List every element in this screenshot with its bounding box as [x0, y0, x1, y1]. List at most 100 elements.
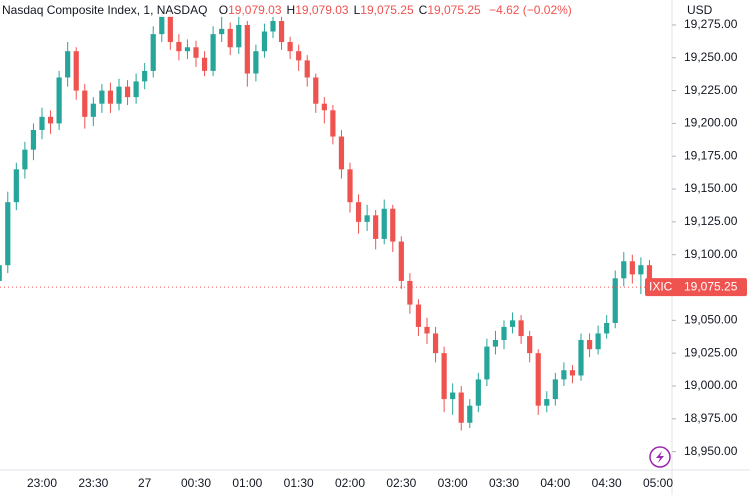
candle-body — [321, 103, 327, 111]
candle-body — [338, 136, 345, 170]
ohlc-legend: O19,079.03 H19,079.03 L19,075.25 C19,075.25 — [219, 3, 486, 17]
candle-body — [56, 77, 62, 124]
ohlc-key: L — [353, 3, 361, 17]
candle-body — [99, 90, 105, 104]
ohlc-value: 19,079.03 — [228, 3, 282, 17]
x-tick-label: 05:00 — [643, 476, 673, 490]
candle-body — [82, 90, 88, 117]
candle-body — [244, 24, 250, 74]
candle-body — [278, 21, 285, 43]
indicator-icon[interactable] — [649, 446, 671, 468]
plot-area — [0, 7, 661, 431]
y-tick-label: 19,025.00 — [684, 345, 738, 359]
y-tick-label: 19,275.00 — [684, 17, 738, 31]
candle-body — [407, 280, 413, 305]
candle-body — [561, 370, 567, 380]
candle-body — [227, 28, 233, 48]
ohlc-value: 19,079.03 — [295, 3, 349, 17]
ohlc-value: 19,075.25 — [427, 3, 481, 17]
candle-body — [509, 320, 516, 327]
candle-body — [150, 34, 156, 71]
candle-body — [518, 320, 524, 337]
candle-body — [107, 90, 114, 104]
candle-body — [304, 60, 310, 78]
ohlc-key: O — [218, 3, 229, 17]
x-tick-label: 02:00 — [335, 476, 365, 490]
candle-body — [90, 103, 96, 117]
y-tick-label: 19,000.00 — [684, 378, 738, 392]
y-tick-label: 19,050.00 — [684, 313, 738, 327]
y-tick-label: 18,975.00 — [684, 411, 738, 425]
candle-body — [13, 169, 19, 203]
candle-body — [116, 86, 122, 104]
candle-body — [638, 265, 644, 275]
candle-body — [595, 333, 601, 350]
candle-body — [492, 340, 499, 347]
candle-body — [355, 202, 362, 222]
change-label: −4.62 (−0.02%) — [489, 3, 572, 17]
candle-body — [124, 86, 131, 98]
candle-body — [193, 47, 199, 58]
candle-body — [133, 81, 139, 98]
y-tick-label: 19,150.00 — [684, 181, 738, 195]
candle-body — [0, 265, 2, 281]
ohlc-key: C — [418, 3, 428, 17]
candle-body — [184, 47, 191, 52]
x-tick-label: 23:00 — [27, 476, 57, 490]
candle-body — [621, 261, 627, 279]
y-tick-label: 19,250.00 — [684, 50, 738, 64]
candle-body — [330, 110, 336, 137]
candle-body — [30, 129, 37, 150]
candle-body — [159, 15, 165, 35]
last-price-tag — [645, 278, 747, 297]
candle-body — [552, 379, 558, 400]
ohlc-value: 19,075.25 — [360, 3, 414, 17]
candle-body — [210, 34, 216, 71]
candle-body — [253, 51, 259, 74]
candle-body — [604, 322, 610, 334]
symbol-tag: IXIC — [649, 279, 673, 293]
candle-body — [527, 336, 533, 354]
candle-body — [313, 77, 319, 104]
candle-body — [5, 202, 11, 266]
candle-body — [65, 51, 71, 78]
currency-label: USD — [687, 3, 713, 17]
candle-body — [373, 215, 379, 239]
candle-body — [432, 333, 439, 354]
candle-body — [544, 399, 550, 406]
candle-body — [39, 116, 45, 130]
candle-body — [646, 265, 653, 281]
y-tick-label: 19,225.00 — [684, 83, 738, 97]
candle-body — [578, 340, 584, 376]
candle-body — [73, 51, 79, 91]
candle-body — [475, 379, 481, 406]
x-tick-label: 01:00 — [232, 476, 262, 490]
symbol-title: Nasdaq Composite Index, 1, NASDAQ — [2, 3, 208, 17]
x-tick-label: 23:30 — [78, 476, 108, 490]
x-tick-label: 04:30 — [592, 476, 622, 490]
candle-body — [22, 149, 28, 170]
candle-body — [296, 51, 302, 61]
y-tick-label: 19,125.00 — [684, 214, 738, 228]
candle-body — [287, 42, 293, 52]
candle-body — [629, 261, 635, 275]
candle-body — [586, 340, 593, 350]
candle-body — [390, 208, 396, 242]
x-tick-label: 02:30 — [386, 476, 416, 490]
candle-body — [535, 353, 541, 406]
x-tick-label: 03:30 — [489, 476, 519, 490]
candle-body — [270, 21, 276, 32]
candle-body — [415, 304, 422, 327]
x-tick-label: 27 — [138, 476, 152, 490]
candle-body — [236, 24, 242, 48]
candle-body — [398, 241, 404, 281]
ohlc-key: H — [286, 3, 296, 17]
candle-body — [612, 278, 618, 323]
candle-body — [47, 116, 54, 124]
candle-body — [167, 15, 173, 43]
candle-body — [364, 215, 370, 222]
x-tick-label: 01:30 — [284, 476, 314, 490]
y-tick-label: 18,950.00 — [684, 444, 738, 458]
